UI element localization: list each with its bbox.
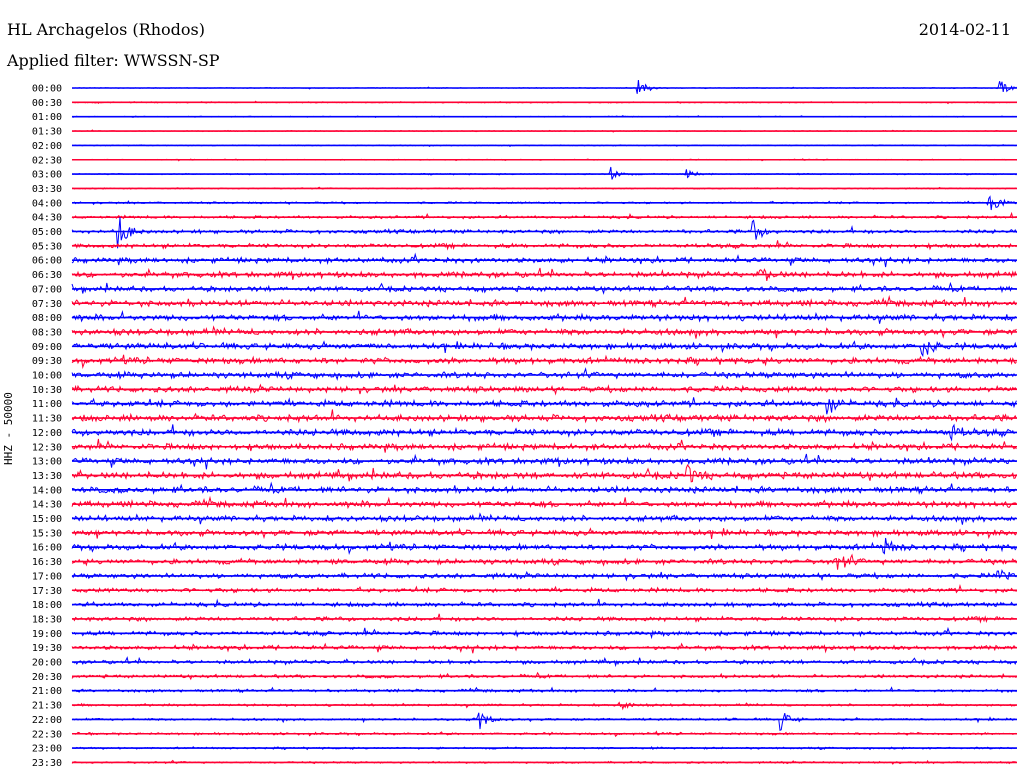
row-time-label: 17:00 [32,571,62,582]
row-time-label: 20:30 [32,672,62,683]
row-time-label: 10:00 [32,371,62,382]
row-time-label: 20:00 [32,658,62,669]
row-time-label: 18:30 [32,614,62,625]
trace-line [71,613,1017,624]
row-time-label: 04:30 [32,213,62,224]
trace-line [71,294,1017,309]
trace-line [71,397,1017,415]
row-time-label: 14:00 [32,485,62,496]
row-time-label: 11:30 [32,414,62,425]
row-time-label: 11:00 [32,399,62,410]
trace-line [71,512,1017,525]
row-time-label: 15:00 [32,514,62,525]
trace-line [71,463,1017,483]
row-time-label: 13:00 [32,457,62,468]
row-time-label: 19:00 [32,629,62,640]
trace-line [71,642,1017,654]
row-time-label: 03:00 [32,170,62,181]
trace-line [71,481,1017,495]
row-time-label: 07:00 [32,284,62,295]
row-time-label: 21:00 [32,686,62,697]
row-time-label: 08:00 [32,313,62,324]
row-time-label: 06:30 [32,270,62,281]
trace-line [71,240,1017,251]
trace-line [71,367,1017,381]
trace-line [71,438,1017,453]
row-time-label: 23:30 [32,758,62,769]
trace-line [71,166,1017,180]
row-time-label: 05:30 [32,241,62,252]
row-time-label: 04:00 [32,198,62,209]
trace-line [71,340,1017,358]
row-time-label: 12:00 [32,428,62,439]
row-time-label: 09:30 [32,356,62,367]
row-time-label: 00:00 [32,84,62,95]
row-time-label: 16:30 [32,557,62,568]
row-time-label: 21:30 [32,701,62,712]
row-time-label: 07:30 [32,299,62,310]
row-time-label: 15:30 [32,528,62,539]
row-time-label: 01:00 [32,112,62,123]
row-time-label: 03:30 [32,184,62,195]
row-time-label: 01:30 [32,127,62,138]
trace-line [71,354,1017,370]
trace-line [71,495,1017,510]
row-time-label: 02:00 [32,141,62,152]
row-time-label: 08:30 [32,327,62,338]
station-title: HL Archagelos (Rhodos) [7,20,205,39]
row-time-label: 12:30 [32,442,62,453]
row-time-label: 13:30 [32,471,62,482]
row-time-label: 06:00 [32,256,62,267]
trace-line [71,325,1017,339]
date-label: 2014-02-11 [918,20,1011,39]
trace-line [71,584,1017,594]
row-time-label: 19:30 [32,643,62,654]
trace-line [71,217,1017,249]
filter-label: Applied filter: WWSSN-SP [7,51,220,70]
trace-line [71,409,1017,424]
trace-line [71,598,1017,609]
trace-line [72,79,1017,94]
trace-line [71,712,1017,732]
row-time-label: 18:00 [32,600,62,611]
row-time-label: 17:30 [32,586,62,597]
row-time-label: 10:30 [32,385,62,396]
row-time-label: 23:00 [32,744,62,755]
row-time-label: 00:30 [32,98,62,109]
row-time-label: 16:00 [32,543,62,554]
row-time-label: 02:30 [32,155,62,166]
row-time-label: 09:00 [32,342,62,353]
row-time-label: 14:30 [32,500,62,511]
row-time-label: 22:00 [32,715,62,726]
row-time-label: 05:00 [32,227,62,238]
trace-line [71,537,1017,556]
row-time-label: 22:30 [32,729,62,740]
